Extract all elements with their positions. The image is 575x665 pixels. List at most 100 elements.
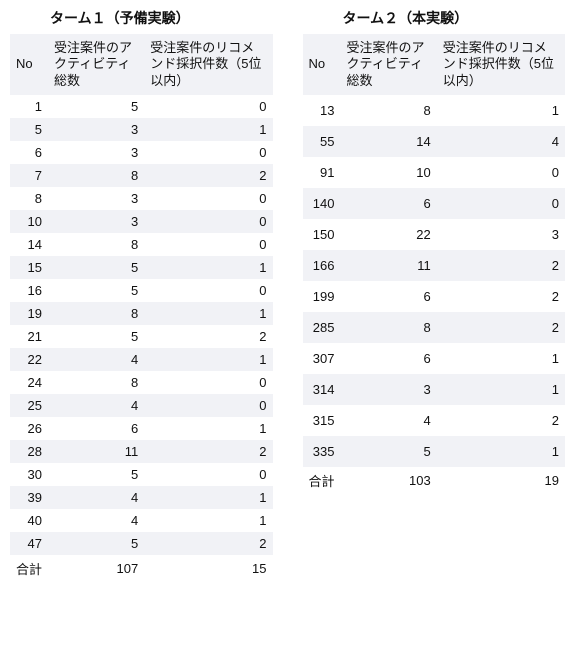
cell: 14 xyxy=(341,126,437,157)
sum-label: 合計 xyxy=(10,555,48,582)
cell: 166 xyxy=(303,250,341,281)
sum-cell: 15 xyxy=(144,555,272,582)
t1-body: 1505316307828301030148015511650198121522… xyxy=(10,95,273,582)
cell: 307 xyxy=(303,343,341,374)
table-row: 630 xyxy=(10,141,273,164)
cell: 1 xyxy=(144,486,272,509)
table-row: 2540 xyxy=(10,394,273,417)
cell: 4 xyxy=(437,126,565,157)
cell: 11 xyxy=(48,440,144,463)
cell: 47 xyxy=(10,532,48,555)
cell: 22 xyxy=(10,348,48,371)
cell: 21 xyxy=(10,325,48,348)
cell: 3 xyxy=(48,210,144,233)
cell: 1 xyxy=(144,417,272,440)
t1-h2: 受注案件のリコメンド採択件数（5位以内） xyxy=(144,34,272,95)
table-row: 31431 xyxy=(303,374,566,405)
cell: 314 xyxy=(303,374,341,405)
cell: 1 xyxy=(437,95,565,126)
cell: 1 xyxy=(437,436,565,467)
cell: 0 xyxy=(144,233,272,256)
cell: 39 xyxy=(10,486,48,509)
cell: 7 xyxy=(10,164,48,187)
cell: 5 xyxy=(48,256,144,279)
sum-cell: 107 xyxy=(48,555,144,582)
cell: 25 xyxy=(10,394,48,417)
cell: 2 xyxy=(437,281,565,312)
cell: 0 xyxy=(144,371,272,394)
cell: 91 xyxy=(303,157,341,188)
cell: 15 xyxy=(10,256,48,279)
table-row: 1981 xyxy=(10,302,273,325)
cell: 5 xyxy=(48,279,144,302)
cell: 11 xyxy=(341,250,437,281)
cell: 28 xyxy=(10,440,48,463)
cell: 13 xyxy=(303,95,341,126)
cell: 6 xyxy=(341,281,437,312)
cell: 1 xyxy=(437,374,565,405)
t1-h1: 受注案件のアクティビティ総数 xyxy=(48,34,144,95)
t2-body: 1381551449110014060150223166112199622858… xyxy=(303,95,566,494)
table-row: 91100 xyxy=(303,157,566,188)
sum-cell: 103 xyxy=(341,467,437,494)
table-row: 2241 xyxy=(10,348,273,371)
table-row: 2480 xyxy=(10,371,273,394)
sum-row: 合計10319 xyxy=(303,467,566,494)
tables-wrapper: ターム１（予備実験） No 受注案件のアクティビティ総数 受注案件のリコメンド採… xyxy=(10,8,565,582)
cell: 5 xyxy=(48,532,144,555)
t2-h2: 受注案件のリコメンド採択件数（5位以内） xyxy=(437,34,565,95)
term1-table: No 受注案件のアクティビティ総数 受注案件のリコメンド採択件数（5位以内） 1… xyxy=(10,34,273,582)
cell: 14 xyxy=(10,233,48,256)
table-row: 14060 xyxy=(303,188,566,219)
cell: 6 xyxy=(10,141,48,164)
cell: 1 xyxy=(437,343,565,374)
table-row: 1551 xyxy=(10,256,273,279)
sum-row: 合計10715 xyxy=(10,555,273,582)
table-row: 2152 xyxy=(10,325,273,348)
table-row: 1030 xyxy=(10,210,273,233)
cell: 6 xyxy=(341,188,437,219)
table-row: 33551 xyxy=(303,436,566,467)
cell: 8 xyxy=(48,302,144,325)
cell: 0 xyxy=(144,187,272,210)
cell: 8 xyxy=(48,233,144,256)
cell: 40 xyxy=(10,509,48,532)
table-row: 3050 xyxy=(10,463,273,486)
cell: 5 xyxy=(48,325,144,348)
cell: 4 xyxy=(48,486,144,509)
table-row: 1650 xyxy=(10,279,273,302)
cell: 55 xyxy=(303,126,341,157)
cell: 16 xyxy=(10,279,48,302)
cell: 2 xyxy=(144,532,272,555)
table-row: 28582 xyxy=(303,312,566,343)
table-row: 830 xyxy=(10,187,273,210)
cell: 4 xyxy=(341,405,437,436)
cell: 285 xyxy=(303,312,341,343)
term2-title: ターム２（本実験） xyxy=(303,8,566,28)
table-row: 19962 xyxy=(303,281,566,312)
cell: 0 xyxy=(144,141,272,164)
cell: 0 xyxy=(144,394,272,417)
cell: 8 xyxy=(48,371,144,394)
cell: 0 xyxy=(144,279,272,302)
cell: 315 xyxy=(303,405,341,436)
cell: 2 xyxy=(144,440,272,463)
cell: 19 xyxy=(10,302,48,325)
cell: 8 xyxy=(48,164,144,187)
cell: 10 xyxy=(341,157,437,188)
cell: 26 xyxy=(10,417,48,440)
cell: 2 xyxy=(144,164,272,187)
table-row: 150 xyxy=(10,95,273,118)
sum-cell: 19 xyxy=(437,467,565,494)
cell: 10 xyxy=(10,210,48,233)
cell: 5 xyxy=(10,118,48,141)
cell: 6 xyxy=(341,343,437,374)
cell: 4 xyxy=(48,394,144,417)
cell: 2 xyxy=(144,325,272,348)
cell: 3 xyxy=(341,374,437,405)
cell: 2 xyxy=(437,250,565,281)
term2-table: No 受注案件のアクティビティ総数 受注案件のリコメンド採択件数（5位以内） 1… xyxy=(303,34,566,494)
cell: 150 xyxy=(303,219,341,250)
cell: 0 xyxy=(437,157,565,188)
table-row: 4041 xyxy=(10,509,273,532)
